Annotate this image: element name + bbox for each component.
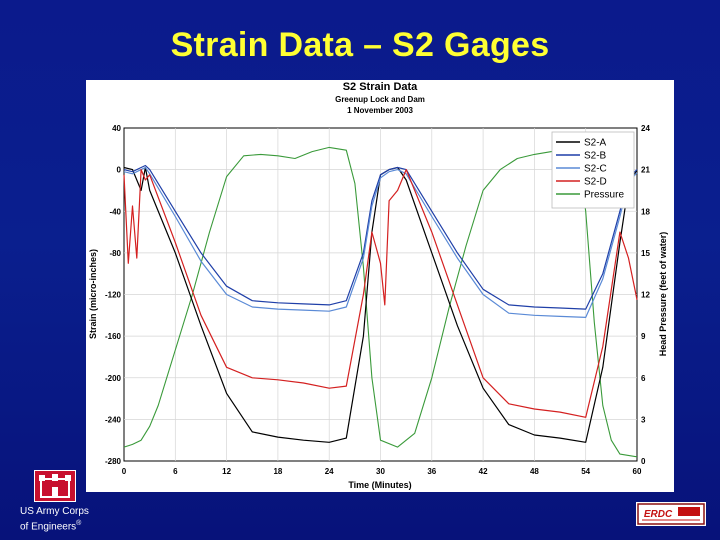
castle-logo bbox=[34, 470, 76, 502]
chart-panel: S2 Strain Data Greenup Lock and Dam 1 No… bbox=[86, 80, 674, 492]
registered-mark: ® bbox=[76, 520, 82, 527]
y2-tick-label: 6 bbox=[641, 374, 646, 383]
y2-tick-label: 15 bbox=[641, 249, 650, 258]
y-tick-label: -160 bbox=[105, 332, 122, 341]
org-name: US Army Corps of Engineers® bbox=[20, 506, 89, 533]
x-axis-label: Time (Minutes) bbox=[348, 480, 411, 490]
x-tick-label: 12 bbox=[222, 467, 231, 476]
y2-axis-label: Head Pressure (feet of water) bbox=[658, 232, 668, 357]
y-axis-label: Strain (micro-inches) bbox=[88, 249, 98, 339]
y2-tick-label: 12 bbox=[641, 291, 650, 300]
y2-tick-label: 3 bbox=[641, 415, 646, 424]
y-tick-label: -40 bbox=[109, 207, 121, 216]
y-tick-label: -280 bbox=[105, 457, 122, 466]
y-tick-label: -120 bbox=[105, 291, 122, 300]
x-tick-label: 60 bbox=[633, 467, 642, 476]
y-tick-label: 0 bbox=[117, 166, 122, 175]
series-line-s2-b bbox=[123, 164, 638, 310]
x-tick-label: 6 bbox=[173, 467, 178, 476]
y2-tick-label: 9 bbox=[641, 332, 646, 341]
y2-tick-label: 21 bbox=[641, 166, 650, 175]
series-line-s2-d bbox=[123, 168, 638, 418]
chart-subtitle-2: 1 November 2003 bbox=[347, 106, 413, 115]
tick-layer: 0 6 12 18 24 30 36 42 48 54 60400-40-80-120-160-20… bbox=[105, 124, 650, 476]
y2-tick-label: 18 bbox=[641, 207, 650, 216]
series-line-s2-c bbox=[123, 166, 638, 318]
x-tick-label: 24 bbox=[325, 467, 334, 476]
org-line-1: US Army Corps bbox=[20, 506, 89, 517]
erdc-logo: ERDC bbox=[636, 502, 706, 526]
strain-chart: S2 Strain Data Greenup Lock and Dam 1 No… bbox=[88, 81, 668, 490]
y-tick-label: -80 bbox=[109, 249, 121, 258]
legend: S2-A S2-B S2-C S2-D Pressure bbox=[551, 131, 635, 209]
legend-label-s2-c: S2-C bbox=[584, 164, 607, 175]
x-tick-label: 30 bbox=[376, 467, 385, 476]
org-line-2-text: of Engineers bbox=[20, 521, 77, 533]
org-line-2: of Engineers® bbox=[20, 518, 89, 533]
x-tick-label: 48 bbox=[530, 467, 539, 476]
series-line-s2-a bbox=[123, 166, 638, 443]
legend-label-pressure: Pressure bbox=[584, 190, 624, 201]
legend-label-s2-d: S2-D bbox=[584, 177, 607, 188]
y-tick-label: 40 bbox=[112, 124, 121, 133]
x-tick-label: 18 bbox=[273, 467, 282, 476]
legend-box bbox=[551, 131, 635, 209]
y2-tick-label: 24 bbox=[641, 124, 650, 133]
x-tick-label: 42 bbox=[479, 467, 488, 476]
y-tick-label: -200 bbox=[105, 374, 122, 383]
grid-layer bbox=[124, 128, 637, 461]
y2-tick-label: 0 bbox=[641, 457, 646, 466]
legend-label-s2-b: S2-B bbox=[584, 151, 607, 162]
erdc-logo-text: ERDC bbox=[644, 509, 673, 520]
slide-title: Strain Data – S2 Gages bbox=[170, 26, 550, 64]
x-tick-label: 0 bbox=[122, 467, 127, 476]
x-tick-label: 36 bbox=[427, 467, 436, 476]
y-tick-label: -240 bbox=[105, 415, 122, 424]
chart-subtitle-1: Greenup Lock and Dam bbox=[335, 95, 425, 104]
legend-label-s2-a: S2-A bbox=[584, 138, 607, 149]
chart-title: S2 Strain Data bbox=[343, 81, 418, 93]
x-tick-label: 54 bbox=[581, 467, 590, 476]
